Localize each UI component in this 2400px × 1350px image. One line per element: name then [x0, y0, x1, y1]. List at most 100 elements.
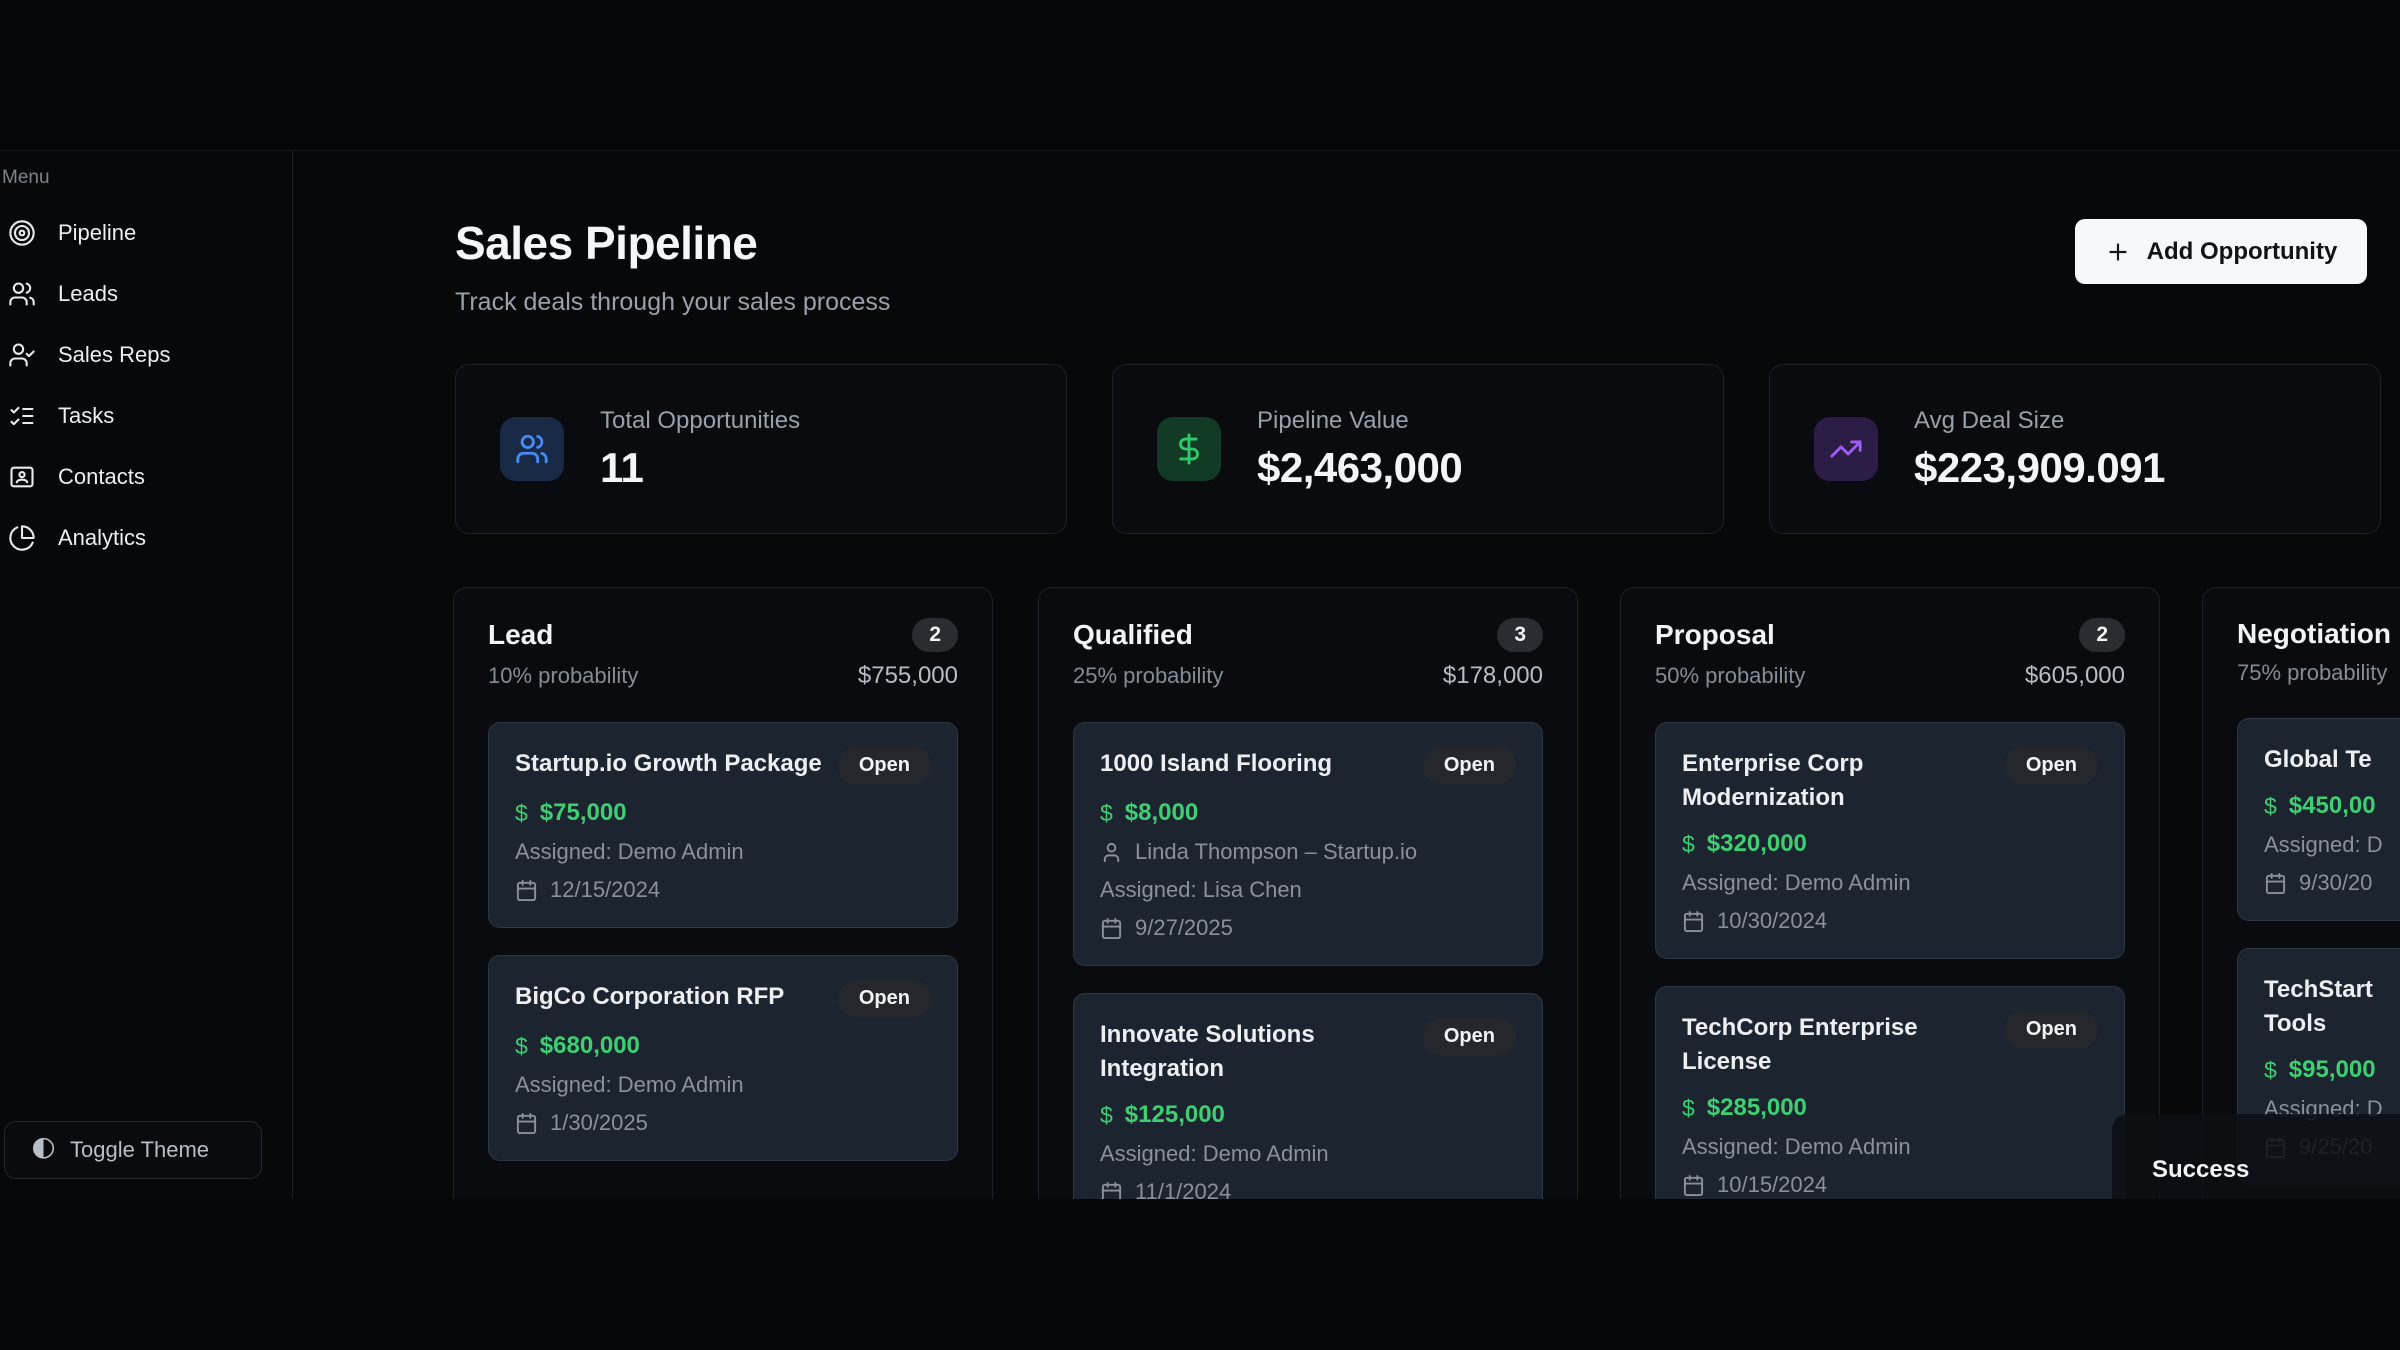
deal-assigned: Assigned: Demo Admin: [515, 1072, 744, 1097]
dollar-icon: $: [1100, 799, 1113, 826]
column-total: $755,000: [857, 662, 958, 689]
add-opportunity-label: Add Opportunity: [2146, 237, 2338, 265]
calendar-icon: [1683, 1174, 1704, 1196]
deal-assigned: Assigned: Demo Admin: [515, 839, 744, 864]
calendar-icon: [1683, 910, 1704, 932]
pipeline-column-proposal: Proposal 2 50% probability $605,000 Ente…: [1620, 587, 2160, 1199]
column-probability: 50% probability: [1655, 663, 1806, 688]
stat-card-avg-deal-size: Avg Deal Size $223,909.091: [1769, 364, 2381, 534]
add-opportunity-button[interactable]: Add Opportunity: [2075, 219, 2367, 284]
sidebar: Menu Pipeline Leads Sales Reps Tasks Con…: [0, 151, 293, 1199]
sidebar-item-analytics[interactable]: Analytics: [8, 516, 292, 560]
sidebar-item-label: Analytics: [58, 525, 147, 550]
dollar-icon: $: [1682, 1094, 1695, 1121]
deal-card[interactable]: Innovate Solutions Integration Open $ $12…: [1073, 993, 1543, 1199]
pie-chart-icon: [9, 525, 35, 551]
column-title: Qualified: [1073, 619, 1193, 650]
dollar-icon: $: [1100, 1101, 1113, 1128]
deal-card[interactable]: Startup.io Growth Package Open $ $75,000 …: [488, 722, 958, 928]
deal-card[interactable]: BigCo Corporation RFP Open $ $680,000 Ass…: [488, 955, 958, 1161]
column-count-badge: 2: [2079, 618, 2125, 652]
users-icon-tile: [500, 417, 564, 481]
column-title: Proposal: [1655, 619, 1775, 650]
column-count-badge: 2: [912, 618, 958, 652]
deal-assigned: Assigned: Demo Admin: [1100, 1141, 1329, 1167]
stat-value: $2,463,000: [1257, 443, 1463, 491]
deal-date: 11/1/2024: [1135, 1179, 1232, 1199]
deal-card[interactable]: Enterprise Corp Modernization Open $ $320…: [1655, 722, 2125, 960]
pipeline-column-negotiation: Negotiation 75% probability Global Te $ $…: [2202, 587, 2400, 1199]
pipeline-column-qualified: Qualified 3 25% probability $178,000 100…: [1038, 587, 1578, 1199]
column-probability: 75% probability: [2237, 660, 2388, 685]
calendar-icon: [516, 1112, 537, 1134]
trending-up-icon-tile: [1814, 417, 1878, 481]
deal-title: Innovate Solutions Integration: [1100, 1021, 1315, 1083]
trending-up-icon: [1830, 440, 1862, 458]
toast-title: Success: [2152, 1156, 2250, 1183]
half-moon-icon: 🌓: [31, 1136, 57, 1163]
stat-label: Avg Deal Size: [1914, 406, 2065, 434]
deal-amount: $680,000: [539, 1032, 640, 1059]
toggle-theme-label: Toggle Theme: [70, 1137, 210, 1162]
sidebar-item-sales-reps[interactable]: Sales Reps: [8, 333, 292, 377]
dollar-icon: $: [515, 1032, 528, 1059]
calendar-icon: [1101, 917, 1122, 939]
column-title: Negotiation: [2237, 618, 2391, 649]
calendar-icon: [2265, 872, 2286, 894]
sidebar-item-leads[interactable]: Leads: [8, 272, 292, 316]
sidebar-item-label: Leads: [58, 281, 118, 306]
toggle-theme-button[interactable]: 🌓 Toggle Theme: [4, 1121, 262, 1179]
deal-card[interactable]: 1000 Island Flooring Open $ $8,000 Linda …: [1073, 722, 1543, 966]
deal-amount: $95,000: [2288, 1056, 2376, 1084]
list-checks-icon: [10, 406, 34, 426]
sidebar-item-tasks[interactable]: Tasks: [8, 394, 292, 438]
sidebar-item-pipeline[interactable]: Pipeline: [8, 211, 292, 255]
dollar-icon: $: [2264, 1056, 2277, 1083]
deal-amount: $125,000: [1124, 1101, 1225, 1129]
sidebar-item-contacts[interactable]: Contacts: [8, 455, 292, 499]
dollar-icon: $: [2264, 792, 2277, 819]
deal-title: TechStart Tools: [2264, 976, 2373, 1038]
deal-card[interactable]: Global Te $ $450,00 Assigned: D 9/30/20: [2237, 718, 2400, 922]
stat-label: Pipeline Value: [1257, 406, 1409, 434]
dollar-icon: $: [1682, 830, 1695, 857]
deal-amount: $75,000: [539, 799, 627, 826]
dollar-icon: $: [515, 799, 528, 826]
status-badge: Open: [837, 747, 931, 784]
deal-assigned: Assigned: Demo Admin: [1682, 1134, 1911, 1160]
column-probability: 25% probability: [1073, 663, 1224, 688]
deal-date: 9/27/2025: [1135, 915, 1233, 940]
success-toast[interactable]: Success: [2112, 1114, 2400, 1199]
sidebar-item-label: Tasks: [58, 403, 115, 428]
deal-date: 1/30/2025: [550, 1110, 648, 1135]
deal-title: Global Te: [2264, 746, 2372, 773]
deal-amount: $285,000: [1706, 1094, 1807, 1122]
stat-card-pipeline-value: Pipeline Value $2,463,000: [1112, 364, 1724, 534]
sidebar-item-label: Contacts: [58, 464, 145, 489]
status-badge: Open: [2004, 747, 2098, 784]
deal-date: 10/30/2024: [1717, 908, 1828, 934]
deal-title: Startup.io Growth Package: [515, 750, 822, 777]
user-icon: [1103, 842, 1120, 862]
deal-date: 9/30/20: [2299, 870, 2373, 896]
deal-assigned: Assigned: Demo Admin: [1682, 870, 1911, 896]
deal-title: TechCorp Enterprise License: [1682, 1014, 1918, 1076]
pipeline-column-lead: Lead 2 10% probability $755,000 Startup.…: [453, 587, 993, 1199]
page-subtitle: Track deals through your sales process: [455, 288, 891, 316]
contact-card-icon: [10, 466, 34, 488]
sidebar-item-label: Sales Reps: [58, 342, 171, 367]
deal-amount: $450,00: [2288, 792, 2376, 820]
stat-label: Total Opportunities: [600, 406, 801, 434]
deal-amount: $320,000: [1706, 830, 1807, 858]
user-check-icon: [9, 343, 35, 367]
page-title: Sales Pipeline: [455, 216, 758, 269]
app-window: Menu Pipeline Leads Sales Reps Tasks Con…: [0, 150, 2400, 1199]
column-count-badge: 3: [1497, 618, 1543, 652]
deal-assigned: Assigned: D: [2264, 832, 2383, 858]
deal-card[interactable]: TechCorp Enterprise License Open $ $285,0…: [1655, 986, 2125, 1199]
deal-title: Enterprise Corp Modernization: [1682, 750, 1864, 812]
status-badge: Open: [837, 980, 931, 1017]
sidebar-item-label: Pipeline: [58, 220, 137, 245]
deal-title: BigCo Corporation RFP: [515, 983, 785, 1010]
deal-contact: Linda Thompson – Startup.io: [1135, 839, 1418, 864]
